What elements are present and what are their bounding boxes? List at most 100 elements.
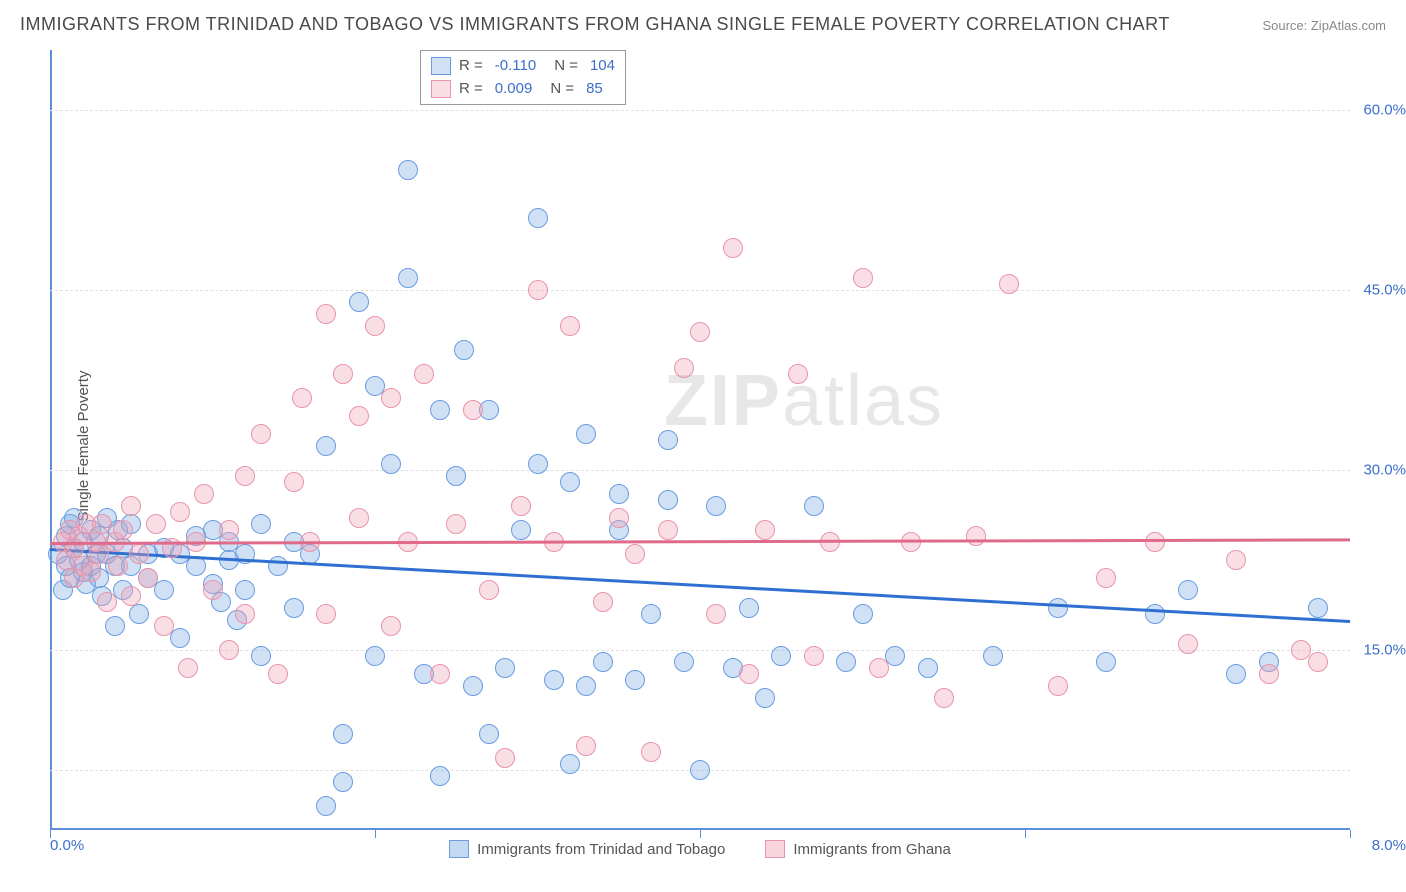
point-ghana <box>755 520 775 540</box>
point-trinidad <box>885 646 905 666</box>
point-trinidad <box>576 676 596 696</box>
point-ghana <box>178 658 198 678</box>
point-trinidad <box>1226 664 1246 684</box>
point-ghana <box>1178 634 1198 654</box>
source-label: Source: ZipAtlas.com <box>1262 18 1386 33</box>
y-tick-label: 45.0% <box>1363 282 1406 299</box>
point-trinidad <box>454 340 474 360</box>
point-ghana <box>674 358 694 378</box>
point-ghana <box>121 496 141 516</box>
n-value-trinidad: 104 <box>590 55 615 78</box>
point-trinidad <box>804 496 824 516</box>
point-ghana <box>121 586 141 606</box>
r-label: R = <box>459 55 483 78</box>
x-tick-mark <box>1350 830 1351 838</box>
point-trinidad <box>739 598 759 618</box>
x-tick-max: 8.0% <box>1372 837 1406 854</box>
point-trinidad <box>463 676 483 696</box>
point-trinidad <box>430 400 450 420</box>
point-ghana <box>495 748 515 768</box>
r-value-trinidad: -0.110 <box>495 55 536 78</box>
point-trinidad <box>398 268 418 288</box>
point-trinidad <box>105 616 125 636</box>
point-ghana <box>560 316 580 336</box>
point-trinidad <box>251 646 271 666</box>
y-tick-label: 60.0% <box>1363 102 1406 119</box>
point-ghana <box>170 502 190 522</box>
point-trinidad <box>706 496 726 516</box>
point-ghana <box>999 274 1019 294</box>
point-ghana <box>788 364 808 384</box>
point-trinidad <box>495 658 515 678</box>
n-label: N = <box>554 55 578 78</box>
grid-line <box>50 650 1350 651</box>
point-ghana <box>1145 532 1165 552</box>
point-ghana <box>316 604 336 624</box>
point-ghana <box>284 472 304 492</box>
point-trinidad <box>316 436 336 456</box>
point-ghana <box>219 640 239 660</box>
y-axis-line <box>50 50 52 830</box>
point-ghana <box>381 388 401 408</box>
point-trinidad <box>755 688 775 708</box>
point-trinidad <box>381 454 401 474</box>
point-ghana <box>203 580 223 600</box>
x-tick-mark <box>1025 830 1026 838</box>
r-value-ghana: 0.009 <box>495 78 533 101</box>
legend-item-trinidad: Immigrants from Trinidad and Tobago <box>449 840 725 858</box>
point-ghana <box>365 316 385 336</box>
point-ghana <box>292 388 312 408</box>
correlation-legend: R = -0.110 N = 104 R = 0.009 N = 85 <box>420 50 626 105</box>
point-ghana <box>966 526 986 546</box>
point-ghana <box>1096 568 1116 588</box>
point-trinidad <box>365 646 385 666</box>
point-ghana <box>251 424 271 444</box>
y-tick-label: 15.0% <box>1363 642 1406 659</box>
x-tick-mark <box>50 830 51 838</box>
point-ghana <box>430 664 450 684</box>
point-ghana <box>723 238 743 258</box>
point-trinidad <box>268 556 288 576</box>
point-ghana <box>194 484 214 504</box>
r-label: R = <box>459 78 483 101</box>
point-trinidad <box>446 466 466 486</box>
n-label: N = <box>550 78 574 101</box>
point-ghana <box>349 508 369 528</box>
point-ghana <box>333 364 353 384</box>
point-ghana <box>479 580 499 600</box>
legend-row-trinidad: R = -0.110 N = 104 <box>431 55 615 78</box>
point-ghana <box>268 664 288 684</box>
point-trinidad <box>528 454 548 474</box>
point-trinidad <box>1048 598 1068 618</box>
x-tick-mark <box>375 830 376 838</box>
point-trinidad <box>349 292 369 312</box>
point-trinidad <box>918 658 938 678</box>
swatch-trinidad-icon <box>449 840 469 858</box>
n-value-ghana: 85 <box>586 78 603 101</box>
legend-item-ghana: Immigrants from Ghana <box>765 840 951 858</box>
point-ghana <box>593 592 613 612</box>
point-trinidad <box>1145 604 1165 624</box>
point-trinidad <box>1096 652 1116 672</box>
point-trinidad <box>674 652 694 672</box>
legend-row-ghana: R = 0.009 N = 85 <box>431 78 615 101</box>
legend-label-ghana: Immigrants from Ghana <box>793 841 951 858</box>
point-ghana <box>138 568 158 588</box>
point-trinidad <box>154 580 174 600</box>
point-ghana <box>108 556 128 576</box>
point-ghana <box>853 268 873 288</box>
point-trinidad <box>333 772 353 792</box>
grid-line <box>50 110 1350 111</box>
point-trinidad <box>560 754 580 774</box>
point-trinidad <box>511 520 531 540</box>
point-trinidad <box>658 490 678 510</box>
point-trinidad <box>690 760 710 780</box>
point-trinidad <box>129 604 149 624</box>
point-ghana <box>463 400 483 420</box>
point-ghana <box>739 664 759 684</box>
point-trinidad <box>479 724 499 744</box>
point-trinidad <box>625 670 645 690</box>
point-trinidad <box>528 208 548 228</box>
point-ghana <box>576 736 596 756</box>
point-ghana <box>316 304 336 324</box>
